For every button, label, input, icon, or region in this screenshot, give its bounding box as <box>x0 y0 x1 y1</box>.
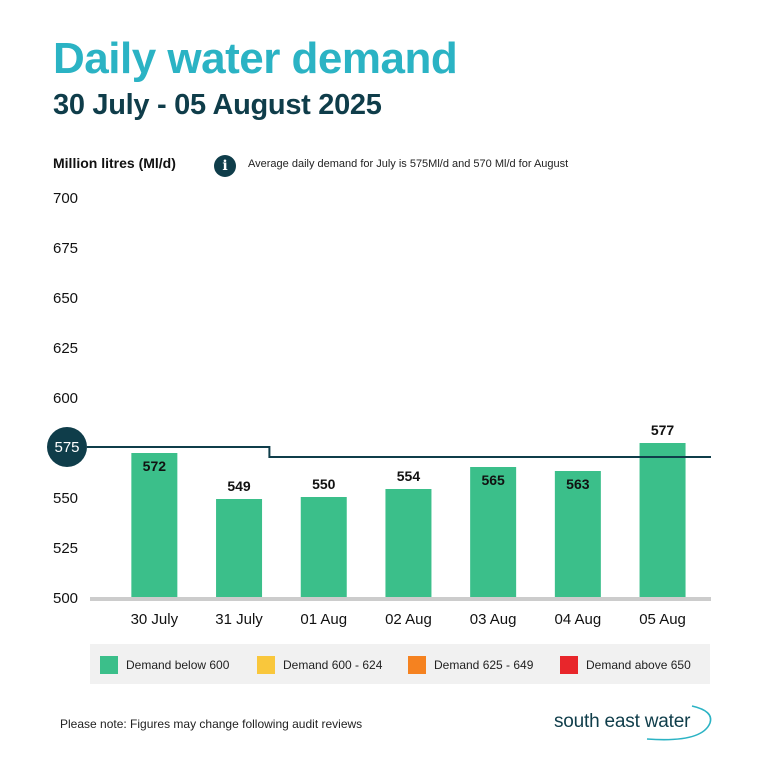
legend-label: Demand 600 - 624 <box>283 658 383 672</box>
y-tick-label: 625 <box>53 340 78 357</box>
data-label: 554 <box>397 468 421 484</box>
x-tick-label: 31 July <box>215 611 263 628</box>
data-label: 549 <box>227 478 251 494</box>
y-tick-label: 575 <box>54 439 79 456</box>
y-tick-label: 525 <box>53 540 78 557</box>
y-tick-label: 600 <box>53 390 78 407</box>
chart-subtitle: 30 July - 05 August 2025 <box>53 89 382 121</box>
y-axis-label: Million litres (Ml/d) <box>53 155 176 171</box>
logo-swoosh <box>646 705 712 741</box>
legend-item-above-650: Demand above 650 <box>560 656 691 674</box>
y-tick-label: 675 <box>53 240 78 257</box>
y-tick-highlight-circle <box>47 427 87 467</box>
info-icon: i <box>214 155 236 177</box>
data-label: 563 <box>566 476 590 492</box>
bar-chart: 500 525 550 575 600 625 650 675 700 572 30 July 549… <box>47 190 711 628</box>
legend-label: Demand below 600 <box>126 658 230 672</box>
bar <box>470 467 517 597</box>
bar <box>639 443 686 597</box>
south-east-water-logo: south east water <box>552 703 717 745</box>
legend-label: Demand 625 - 649 <box>434 658 534 672</box>
chart-title: Daily water demand <box>53 34 458 83</box>
y-tick-label: 650 <box>53 290 78 307</box>
x-tick-label: 05 Aug <box>639 611 686 628</box>
data-label: 565 <box>481 472 505 488</box>
legend-item-600-624: Demand 600 - 624 <box>257 656 382 674</box>
y-tick-label: 700 <box>53 190 78 207</box>
data-label: 572 <box>143 458 167 474</box>
legend-swatch <box>257 656 275 674</box>
info-text: Average daily demand for July is 575Ml/d… <box>248 158 569 170</box>
bar <box>300 497 347 597</box>
y-tick-label: 500 <box>53 590 78 607</box>
bar <box>385 489 432 597</box>
x-tick-label: 30 July <box>131 611 179 628</box>
legend-swatch <box>100 656 118 674</box>
data-label: 577 <box>651 422 675 438</box>
x-tick-label: 02 Aug <box>385 611 432 628</box>
legend: Demand below 600 Demand 600 - 624 Demand… <box>90 644 710 684</box>
average-demand-line <box>87 446 711 458</box>
x-tick-label: 01 Aug <box>300 611 347 628</box>
data-label: 550 <box>312 476 336 492</box>
legend-item-625-649: Demand 625 - 649 <box>408 656 533 674</box>
bar <box>554 471 601 597</box>
legend-item-below-600: Demand below 600 <box>100 656 229 674</box>
legend-swatch <box>560 656 578 674</box>
x-tick-label: 04 Aug <box>554 611 601 628</box>
bar <box>131 453 178 597</box>
y-tick-label: 550 <box>53 490 78 507</box>
x-tick-label: 03 Aug <box>470 611 517 628</box>
legend-swatch <box>408 656 426 674</box>
footer-note: Please note: Figures may change followin… <box>60 717 363 731</box>
logo-text: south east water <box>554 711 691 732</box>
bar <box>216 499 263 597</box>
legend-label: Demand above 650 <box>586 658 691 672</box>
